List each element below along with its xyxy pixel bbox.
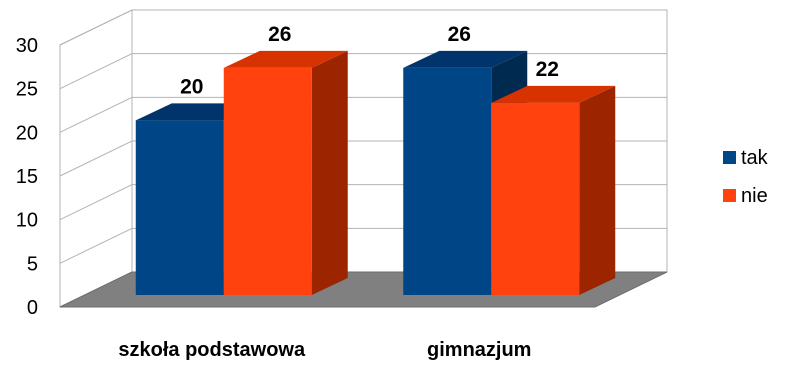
x-axis-labels: szkoła podstawowa gimnazjum [118,339,531,361]
y-tick-label: 20 [16,122,38,144]
y-tick-label: 5 [27,253,38,275]
data-labels: 20 26 26 22 [180,23,559,98]
legend-swatch [723,151,736,164]
gridline [59,9,667,46]
chart-legend: tak nie [723,147,769,207]
legend-swatch [723,189,736,202]
data-label: 22 [536,58,559,81]
chart-bars [135,50,616,295]
bar-top [223,50,348,68]
bar [491,102,580,295]
y-tick-label: 0 [27,297,38,319]
bar [223,67,312,295]
y-tick-label: 15 [16,166,38,188]
bar-side [311,50,348,295]
data-label: 26 [268,23,291,46]
data-label: 20 [180,75,203,98]
legend-label: nie [741,185,768,207]
y-tick-label: 30 [16,35,38,57]
x-category-label: gimnazjum [427,339,531,360]
y-tick-label: 10 [16,210,38,232]
bar [403,67,492,295]
y-axis-ticks: 0 5 10 15 20 25 30 [16,35,38,319]
x-category-label: szkoła podstawowa [118,339,306,360]
data-label: 26 [448,23,471,46]
bar-side [579,85,616,295]
y-tick-label: 25 [16,79,38,101]
bar-top [491,85,616,103]
bar [135,120,224,295]
legend-label: tak [741,147,769,169]
bar-top [403,50,528,68]
